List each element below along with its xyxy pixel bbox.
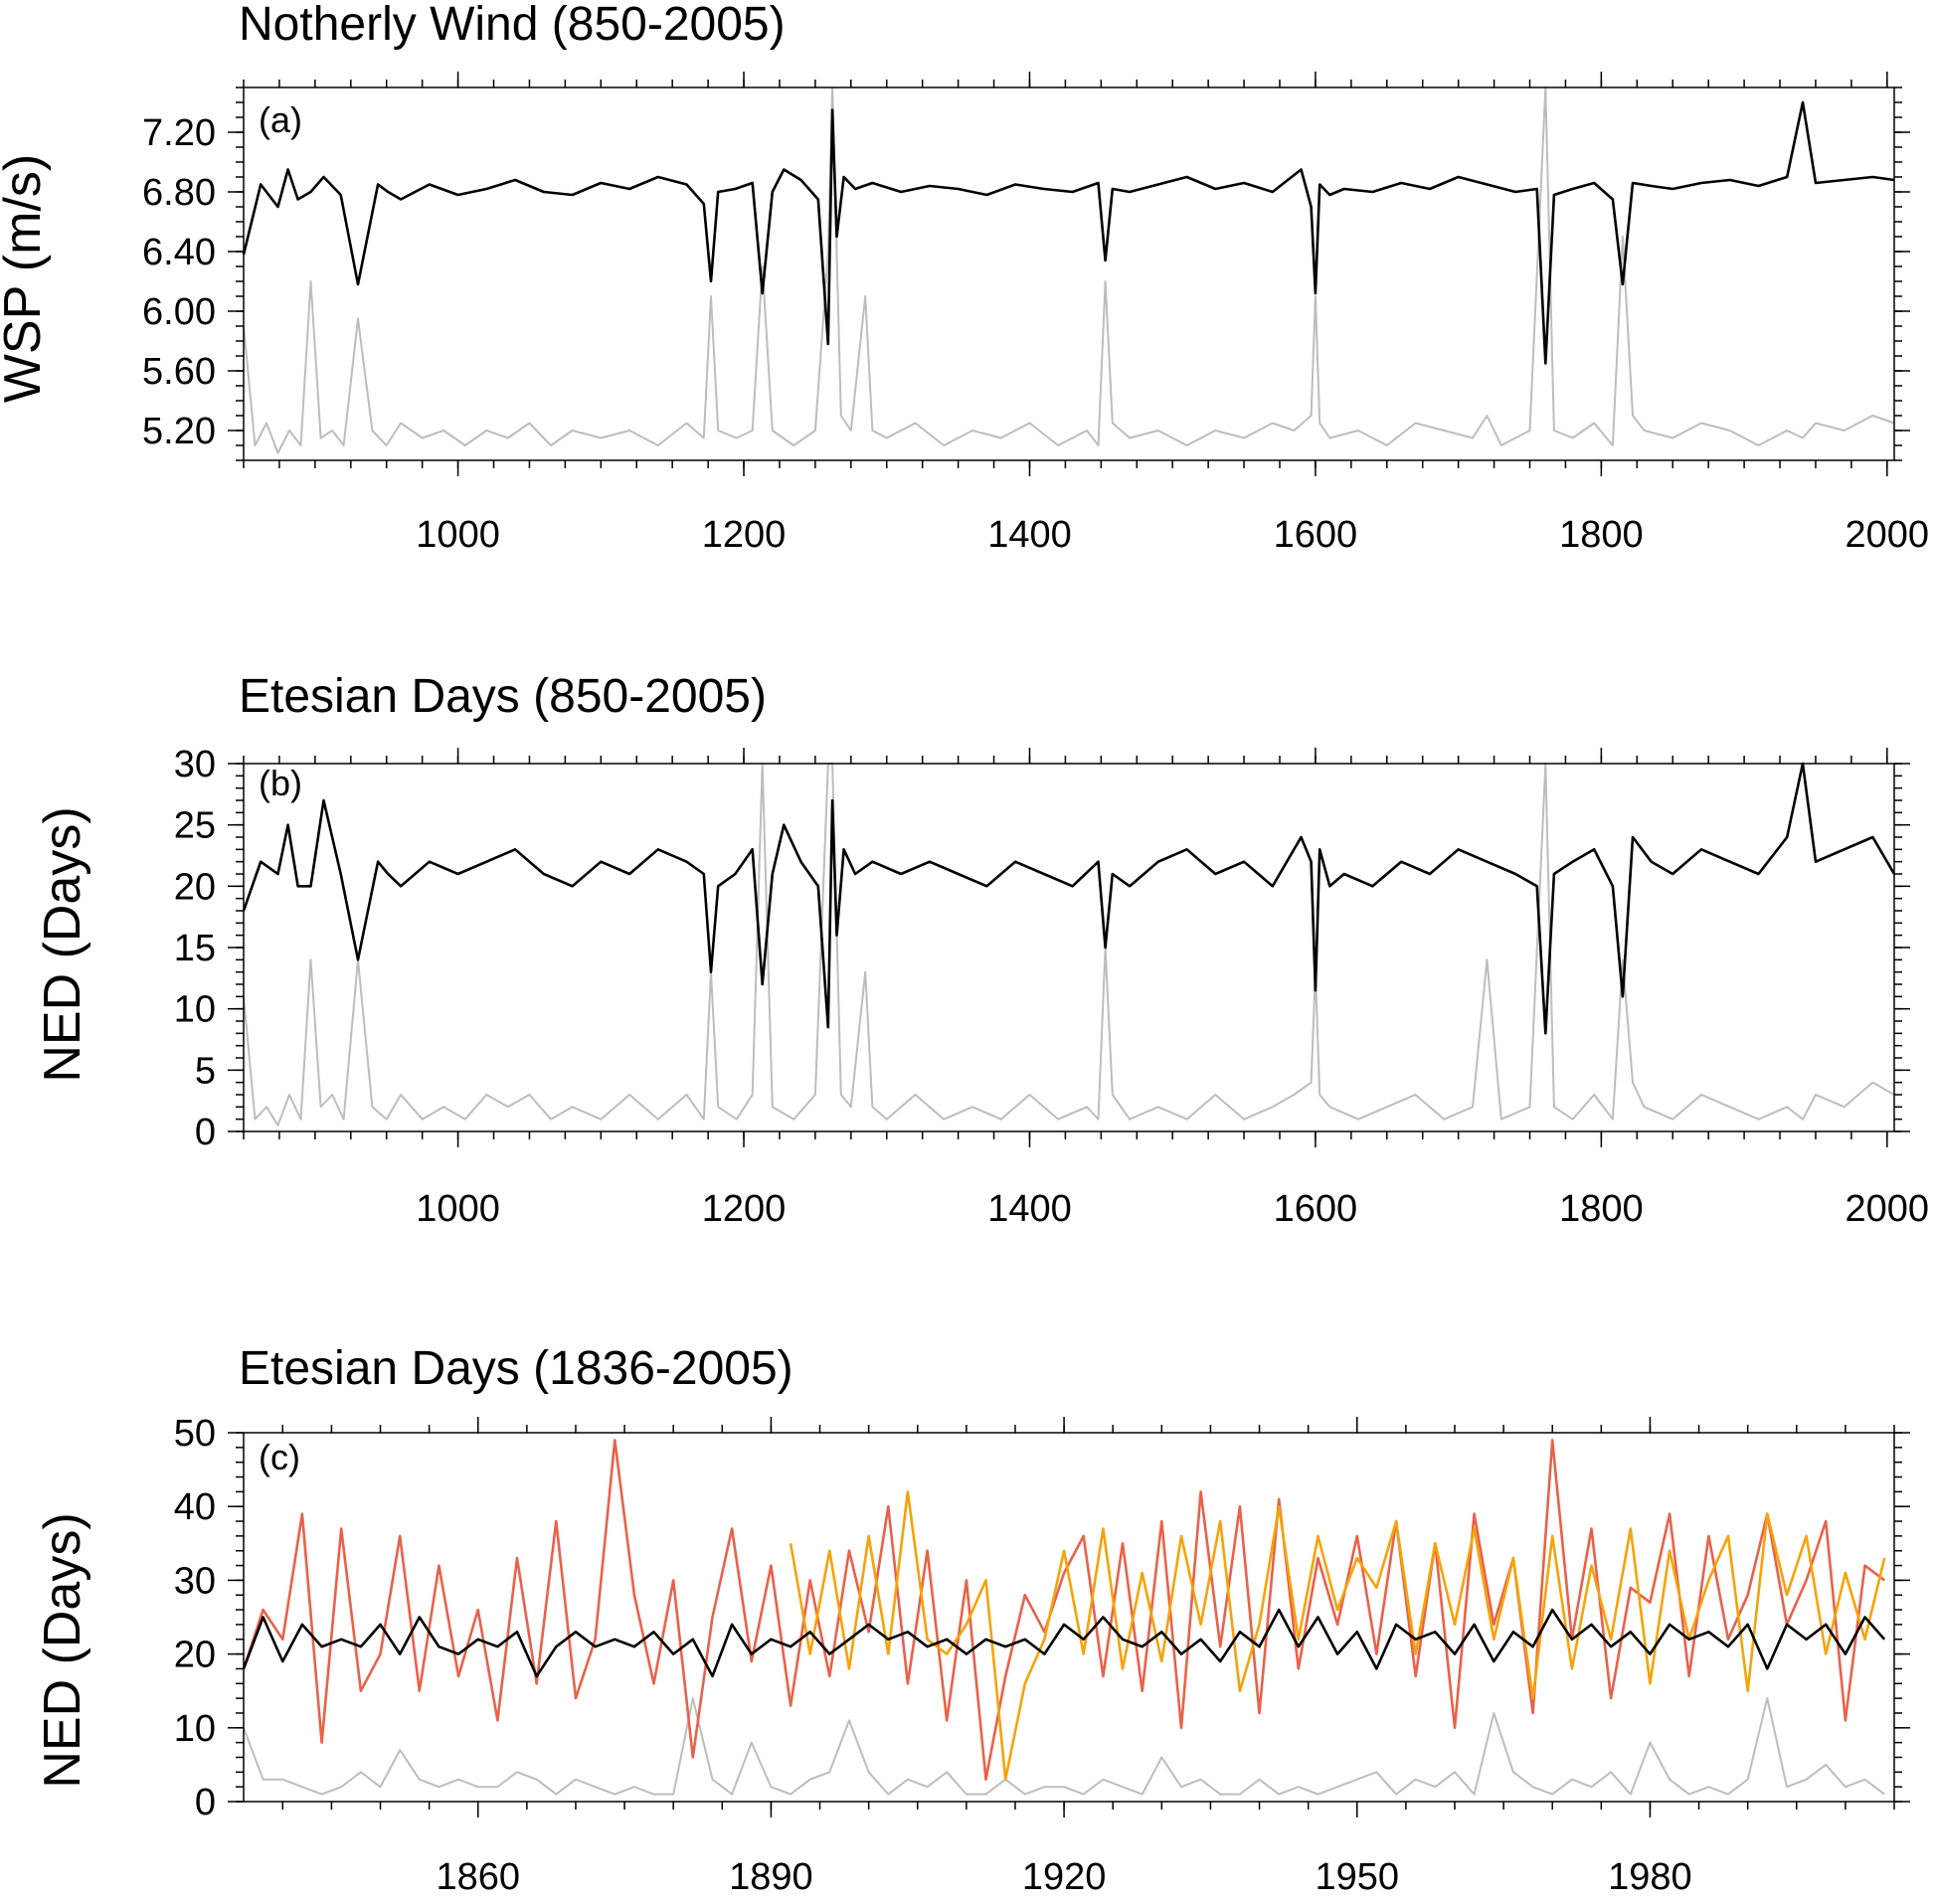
panel-c-title: Etesian Days (1836-2005) [239, 1342, 793, 1395]
panel-a-ylabel: WSP (m/s) [0, 154, 52, 403]
series-line [242, 762, 1896, 1035]
panel-c-ylabel: NED (Days) [34, 1512, 91, 1788]
y-tick-label: 0 [195, 1782, 216, 1823]
y-tick-label: 20 [174, 1635, 216, 1676]
series-line [242, 100, 1895, 365]
y-tick-label: 30 [174, 744, 216, 785]
panel-a-frame [243, 87, 1895, 461]
x-tick-label: 1600 [1274, 514, 1358, 556]
y-tick-label: 6.00 [142, 291, 216, 333]
y-tick-label: 50 [174, 1413, 216, 1455]
panel-a-title: Notherly Wind (850-2005) [239, 0, 786, 51]
panel-b-letter: (b) [259, 763, 302, 803]
x-tick-label: 1200 [702, 514, 787, 556]
y-tick-label: 5.60 [142, 351, 216, 393]
y-tick-label: 7.20 [142, 112, 216, 154]
x-tick-label: 2000 [1846, 1188, 1930, 1230]
series-line [243, 87, 1895, 454]
y-tick-label: 10 [174, 989, 216, 1031]
y-tick-label: 15 [174, 928, 216, 969]
panel-b-frame [243, 763, 1895, 1132]
y-tick-label: 10 [174, 1708, 216, 1750]
panel-a: Notherly Wind (850-2005) WSP (m/s) (a) 5… [0, 0, 1929, 556]
y-tick-label: 6.40 [142, 232, 216, 273]
x-tick-label: 1980 [1608, 1856, 1692, 1898]
y-tick-label: 5.20 [142, 411, 216, 452]
panel-b-title: Etesian Days (850-2005) [239, 670, 767, 723]
series-line [242, 1608, 1886, 1678]
y-tick-label: 30 [174, 1560, 216, 1602]
x-tick-label: 1950 [1315, 1856, 1399, 1898]
panel-c: Etesian Days (1836-2005) NED (Days) (c) … [34, 1342, 1910, 1898]
panel-c-letter: (c) [259, 1437, 300, 1477]
x-tick-label: 2000 [1846, 514, 1930, 556]
y-tick-label: 5 [195, 1050, 216, 1092]
x-tick-label: 1920 [1022, 1856, 1107, 1898]
y-tick-label: 0 [195, 1112, 216, 1153]
y-tick-label: 40 [174, 1486, 216, 1528]
panel-b: Etesian Days (850-2005) NED (Days) (b) 0… [34, 670, 1929, 1230]
y-tick-label: 6.80 [142, 172, 216, 214]
series-line [242, 1439, 1885, 1781]
x-tick-label: 1400 [987, 1188, 1072, 1230]
x-tick-label: 1860 [436, 1856, 520, 1898]
series-line [243, 763, 1895, 1126]
x-tick-label: 1600 [1274, 1188, 1358, 1230]
x-tick-label: 1400 [987, 514, 1072, 556]
panel-b-ylabel: NED (Days) [34, 806, 91, 1082]
x-tick-label: 1200 [702, 1188, 787, 1230]
x-tick-label: 1800 [1559, 514, 1644, 556]
y-tick-label: 25 [174, 805, 216, 847]
x-tick-label: 1800 [1559, 1188, 1644, 1230]
x-tick-label: 1890 [729, 1856, 813, 1898]
y-tick-label: 20 [174, 866, 216, 908]
panel-a-letter: (a) [259, 99, 302, 140]
series-line [789, 1490, 1886, 1781]
x-tick-label: 1000 [416, 1188, 500, 1230]
series-line [243, 1697, 1885, 1796]
x-tick-label: 1000 [416, 514, 500, 556]
panel-c-frame [243, 1432, 1895, 1803]
